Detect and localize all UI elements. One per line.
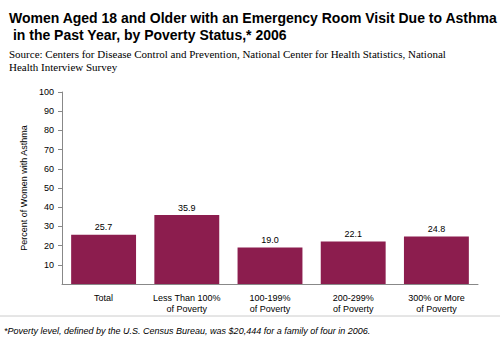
svg-text:90: 90: [44, 106, 54, 116]
svg-text:30: 30: [44, 221, 54, 231]
svg-text:Less Than 100%: Less Than 100%: [153, 293, 220, 303]
svg-text:100-199%: 100-199%: [249, 293, 290, 303]
svg-text:80: 80: [44, 125, 54, 135]
svg-text:of Poverty: of Poverty: [250, 304, 291, 314]
svg-text:70: 70: [44, 145, 54, 155]
svg-text:50: 50: [44, 183, 54, 193]
svg-text:of Poverty: of Poverty: [333, 304, 374, 314]
svg-text:of Poverty: of Poverty: [167, 304, 208, 314]
svg-text:20: 20: [44, 241, 54, 251]
svg-text:24.8: 24.8: [428, 224, 446, 234]
svg-text:40: 40: [44, 202, 54, 212]
svg-text:60: 60: [44, 164, 54, 174]
svg-text:35.9: 35.9: [178, 203, 196, 213]
svg-text:Total: Total: [94, 293, 113, 303]
svg-text:*Poverty level, defined by the: *Poverty level, defined by the U.S. Cens…: [4, 326, 370, 336]
svg-text:200-299%: 200-299%: [333, 293, 374, 303]
svg-text:300% or More: 300% or More: [408, 293, 465, 303]
svg-text:19.0: 19.0: [261, 235, 279, 245]
svg-text:100: 100: [39, 87, 54, 97]
svg-text:25.7: 25.7: [95, 222, 113, 232]
svg-text:22.1: 22.1: [344, 229, 362, 239]
svg-text:Health Interview Survey: Health Interview Survey: [9, 61, 118, 73]
svg-text:Source: Centers for Disease Co: Source: Centers for Disease Control and …: [9, 48, 449, 60]
svg-text:Percent of Women with Asthma: Percent of Women with Asthma: [19, 125, 29, 250]
svg-text:10: 10: [44, 260, 54, 270]
svg-text:of Poverty: of Poverty: [416, 304, 457, 314]
svg-text:Women Aged 18 and Older with a: Women Aged 18 and Older with an Emergenc…: [9, 10, 497, 26]
svg-text:in the Past Year, by Poverty S: in the Past Year, by Poverty Status,* 20…: [9, 27, 287, 43]
